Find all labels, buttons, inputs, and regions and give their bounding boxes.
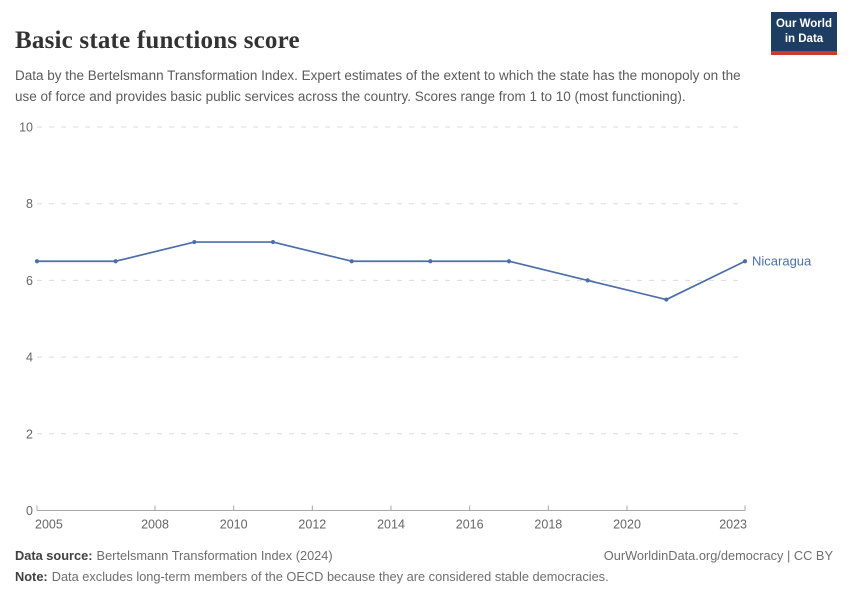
data-source: Data source: Bertelsmann Transformation I… (15, 545, 333, 566)
x-axis-tick-label: 2014 (377, 518, 405, 532)
note: Note: Data excludes long-term members of … (15, 566, 609, 587)
data-point[interactable] (506, 259, 512, 264)
line-chart[interactable]: 0 2 4 6 8 10 2005 2008 2010 2012 2014 2016 2018 2020 2… (0, 110, 850, 545)
data-source-text: Bertelsmann Transformation Index (2024) (96, 548, 333, 563)
note-text: Data excludes long-term members of the O… (51, 569, 609, 584)
y-axis-tick-label: 6 (26, 274, 33, 288)
y-axis-tick-label: 2 (26, 427, 33, 441)
owid-logo-line2: in Data (784, 32, 824, 45)
x-axis-tick-label: 2020 (613, 518, 641, 532)
x-axis-tick-label: 2018 (534, 518, 562, 532)
data-point[interactable] (192, 239, 197, 245)
series-line[interactable] (37, 241, 746, 301)
chart-area[interactable]: 0 2 4 6 8 10 2005 2008 2010 2012 2014 2016 2018 2020 2… (0, 110, 850, 545)
page-title: Basic state functions score (15, 26, 300, 54)
y-axis-tick-label: 0 (26, 504, 33, 518)
x-axis-tick-label: 2010 (220, 518, 248, 532)
x-axis-tick-label: 2023 (719, 518, 747, 532)
note-label: Note: (15, 569, 48, 584)
chart-footer: Data source: Bertelsmann Transformation I… (15, 545, 833, 587)
x-axis-tick-label: 2008 (141, 518, 169, 532)
x-axis-tick-label: 2016 (456, 518, 484, 532)
data-point[interactable] (270, 239, 276, 245)
y-axis-tick-label: 4 (26, 351, 33, 365)
data-point[interactable] (428, 259, 433, 264)
data-point[interactable] (349, 259, 354, 264)
x-axis-tick-label: 2012 (298, 518, 326, 532)
owid-logo[interactable]: Our World in Data (771, 12, 837, 55)
data-point[interactable] (664, 297, 669, 302)
data-point[interactable] (585, 278, 590, 283)
data-point[interactable] (34, 259, 40, 264)
y-axis-tick-label: 8 (26, 197, 33, 211)
owid-link: OurWorldinData.org/democracy | CC BY (603, 548, 833, 563)
owid-logo-line1: Our World (775, 18, 832, 31)
x-axis-tick-label: 2005 (35, 518, 63, 532)
data-source-label: Data source: (15, 548, 93, 563)
data-point[interactable] (742, 259, 748, 264)
data-point[interactable] (113, 259, 118, 264)
series-label[interactable]: Nicaragua (752, 254, 812, 269)
y-axis-tick-label: 10 (19, 121, 33, 135)
chart-subtitle: Data by the Bertelsmann Transformation I… (15, 67, 741, 104)
